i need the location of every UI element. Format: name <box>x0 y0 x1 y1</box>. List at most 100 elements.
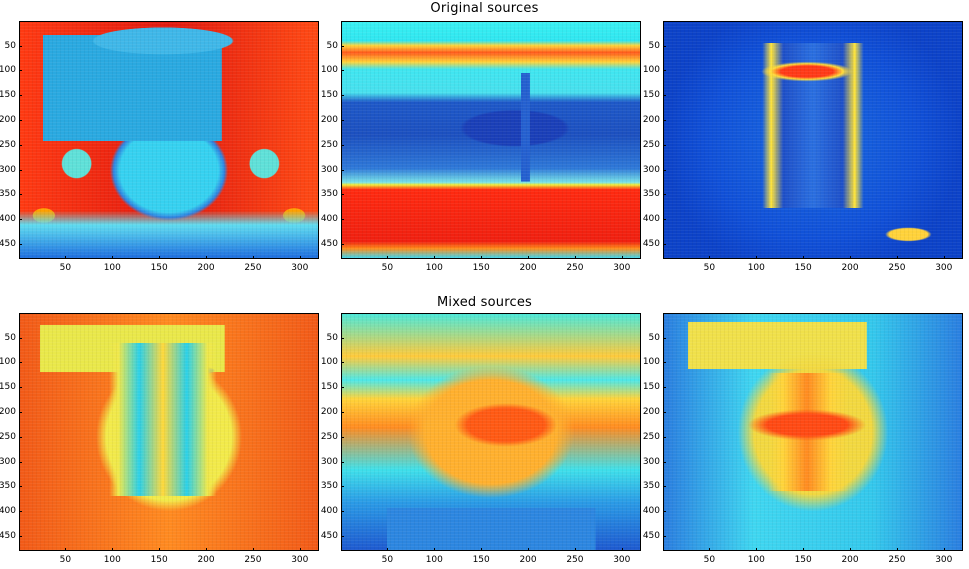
y-tick-label: 200 <box>642 114 660 125</box>
x-tick-mark <box>159 548 161 551</box>
y-tick-mark <box>19 337 22 339</box>
x-tick-label: 250 <box>566 263 584 273</box>
x-tick-label: 150 <box>150 263 168 273</box>
x-tick-label: 150 <box>472 555 490 565</box>
y-tick-label: 100 <box>0 65 16 76</box>
mixed-source-2-image <box>341 313 641 551</box>
y-tick-label: 100 <box>320 357 338 368</box>
mixed-source-3-image <box>663 313 963 551</box>
y-tick-label: 200 <box>642 406 660 417</box>
y-tick-mark <box>341 461 344 463</box>
x-tick-mark <box>65 256 67 259</box>
y-tick-mark <box>19 70 22 72</box>
y-tick-label: 300 <box>0 164 16 175</box>
y-tick-label: 400 <box>0 506 16 517</box>
y-tick-label: 50 <box>648 332 660 343</box>
x-tick-label: 250 <box>888 263 906 273</box>
y-tick-mark <box>663 461 666 463</box>
x-tick-label: 200 <box>197 263 215 273</box>
y-tick-mark <box>341 169 344 171</box>
y-tick-label: 100 <box>642 357 660 368</box>
y-tick-label: 50 <box>4 332 16 343</box>
x-tick-mark <box>756 256 758 259</box>
x-tick-mark <box>896 548 898 551</box>
y-tick-label: 50 <box>326 332 338 343</box>
y-tick-mark <box>19 219 22 221</box>
x-tick-label: 250 <box>888 555 906 565</box>
y-tick-label: 100 <box>320 65 338 76</box>
x-tick-mark <box>943 548 945 551</box>
y-tick-mark <box>663 387 666 389</box>
x-tick-mark <box>528 256 530 259</box>
y-tick-mark <box>341 411 344 413</box>
x-tick-label: 200 <box>519 263 537 273</box>
y-tick-label: 250 <box>320 139 338 150</box>
x-tick-mark <box>943 256 945 259</box>
x-tick-label: 300 <box>291 555 309 565</box>
y-tick-mark <box>341 95 344 97</box>
y-tick-mark <box>341 219 344 221</box>
x-tick-label: 300 <box>613 555 631 565</box>
mixed-source-1-image <box>19 313 319 551</box>
y-tick-mark <box>19 362 22 364</box>
x-tick-label: 100 <box>425 263 443 273</box>
x-tick-mark <box>434 548 436 551</box>
y-tick-label: 350 <box>0 481 16 492</box>
x-tick-label: 150 <box>150 555 168 565</box>
y-tick-mark <box>663 337 666 339</box>
x-tick-mark <box>803 256 805 259</box>
x-tick-mark <box>481 256 483 259</box>
y-tick-label: 300 <box>320 456 338 467</box>
y-tick-mark <box>19 119 22 121</box>
y-tick-mark <box>341 119 344 121</box>
y-tick-mark <box>19 169 22 171</box>
row-title-mixed: Mixed sources <box>436 295 533 310</box>
y-tick-mark <box>663 169 666 171</box>
x-tick-mark <box>621 256 623 259</box>
x-tick-label: 200 <box>841 555 859 565</box>
y-tick-label: 300 <box>320 164 338 175</box>
y-tick-mark <box>19 535 22 537</box>
y-tick-label: 250 <box>642 139 660 150</box>
x-tick-mark <box>387 548 389 551</box>
x-tick-label: 100 <box>425 555 443 565</box>
y-tick-mark <box>663 486 666 488</box>
y-tick-mark <box>663 511 666 513</box>
x-tick-label: 50 <box>59 555 72 565</box>
y-tick-label: 400 <box>642 506 660 517</box>
y-tick-label: 450 <box>320 238 338 249</box>
y-tick-mark <box>341 535 344 537</box>
palm-tree-beach-image <box>341 21 641 259</box>
x-tick-label: 300 <box>935 263 953 273</box>
y-tick-label: 150 <box>320 382 338 393</box>
y-tick-mark <box>663 144 666 146</box>
x-tick-label: 300 <box>291 263 309 273</box>
y-tick-label: 50 <box>648 40 660 51</box>
y-tick-label: 300 <box>642 456 660 467</box>
y-tick-mark <box>341 337 344 339</box>
y-tick-mark <box>341 362 344 364</box>
y-tick-mark <box>19 95 22 97</box>
y-tick-label: 250 <box>0 139 16 150</box>
y-tick-label: 250 <box>0 431 16 442</box>
x-tick-mark <box>299 256 301 259</box>
x-tick-mark <box>574 548 576 551</box>
x-tick-label: 150 <box>472 263 490 273</box>
x-tick-label: 100 <box>747 555 765 565</box>
y-tick-label: 300 <box>642 164 660 175</box>
x-tick-label: 50 <box>59 263 72 273</box>
x-tick-label: 100 <box>103 263 121 273</box>
y-tick-mark <box>19 194 22 196</box>
y-tick-mark <box>663 45 666 47</box>
y-tick-mark <box>341 144 344 146</box>
y-tick-label: 400 <box>0 214 16 225</box>
y-tick-label: 450 <box>642 238 660 249</box>
y-tick-mark <box>19 144 22 146</box>
x-tick-mark <box>709 548 711 551</box>
y-tick-label: 350 <box>642 189 660 200</box>
y-tick-label: 350 <box>642 481 660 492</box>
x-tick-mark <box>112 548 114 551</box>
x-tick-mark <box>803 548 805 551</box>
y-tick-mark <box>341 70 344 72</box>
y-tick-label: 400 <box>320 506 338 517</box>
